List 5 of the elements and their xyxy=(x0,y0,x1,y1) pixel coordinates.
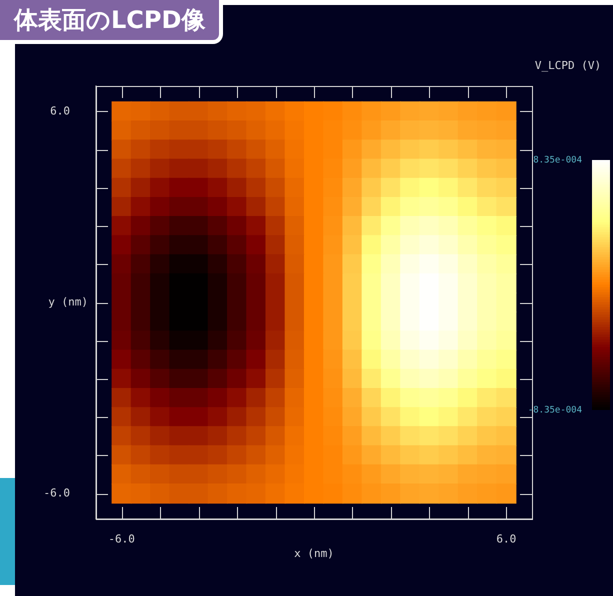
color-bar-label: 8.35e-004 xyxy=(533,155,582,166)
chart-title: 体表面のLCPD像 xyxy=(0,0,220,40)
color-bar-title: V_LCPD (V) xyxy=(534,58,602,72)
y-axis-title: y (nm) xyxy=(48,295,88,308)
x-axis-title: x (nm) xyxy=(294,546,334,560)
